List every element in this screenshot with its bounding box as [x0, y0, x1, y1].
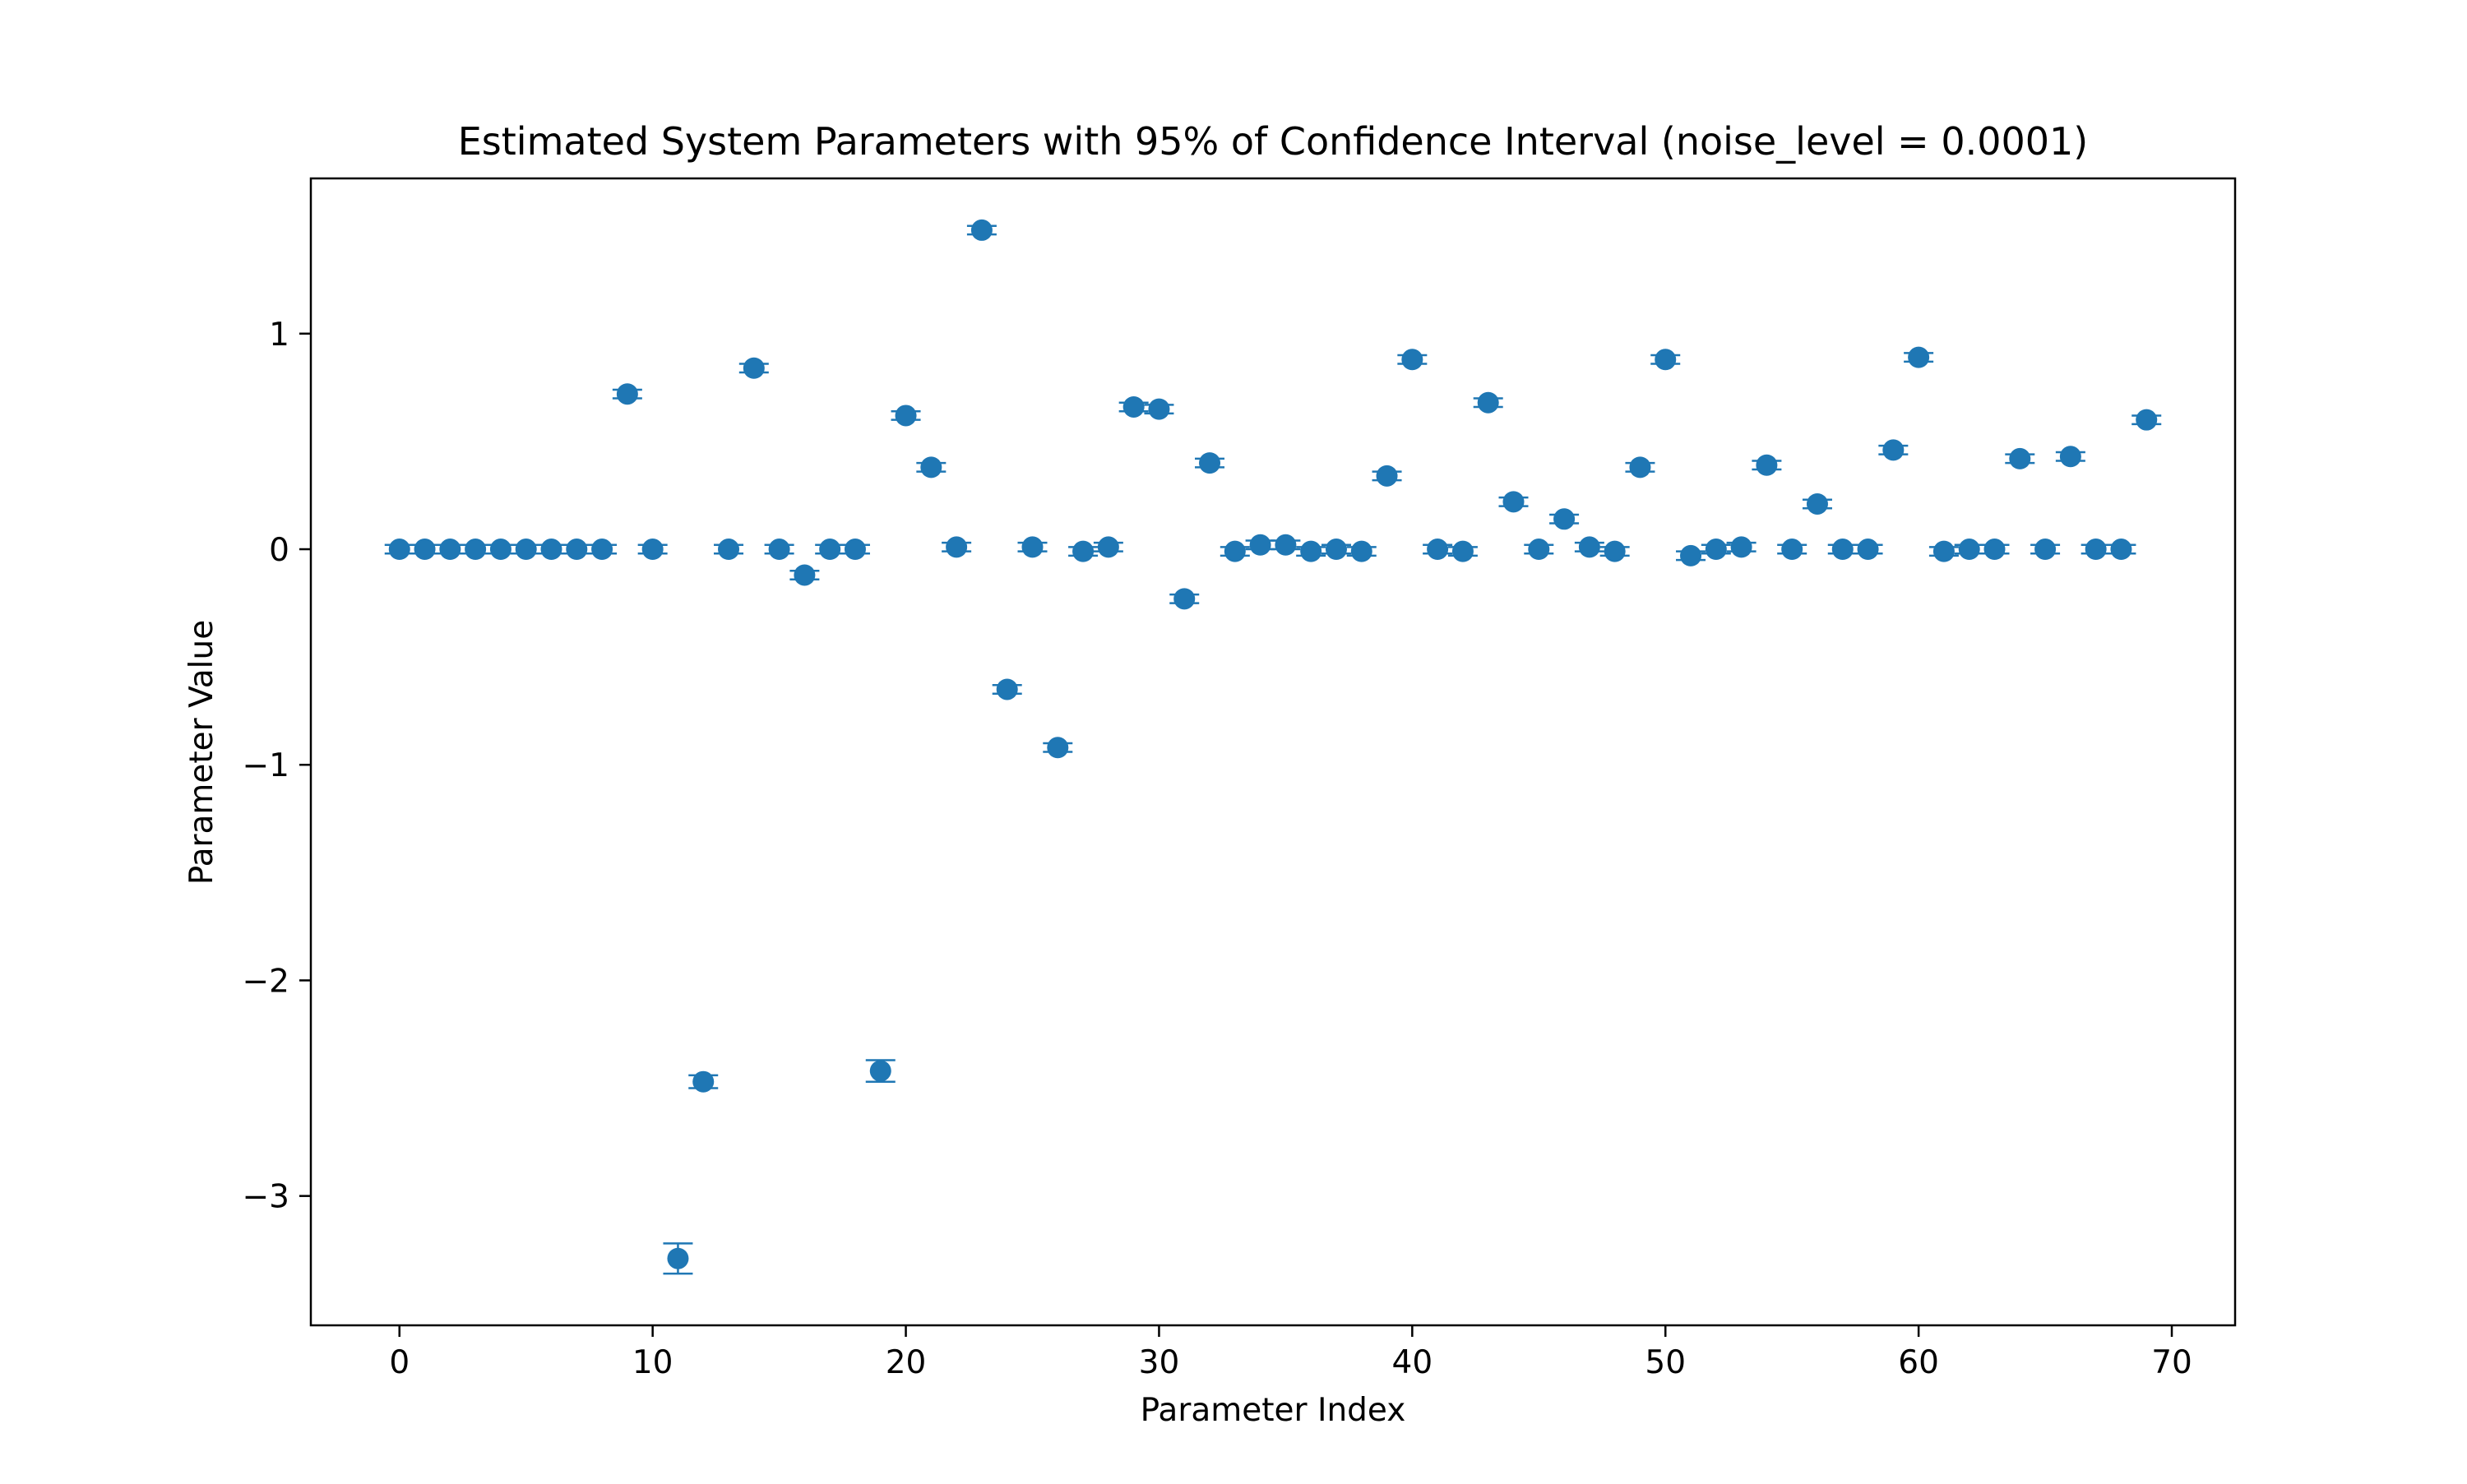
data-point	[540, 539, 562, 561]
data-point	[1831, 539, 1854, 561]
chart-title: Estimated System Parameters with 95% of …	[458, 119, 2089, 164]
data-point	[1199, 452, 1221, 474]
data-point	[667, 1247, 689, 1269]
data-point	[1882, 439, 1905, 461]
data-point	[1781, 539, 1803, 561]
data-point	[1604, 540, 1626, 562]
data-point	[2136, 409, 2158, 431]
data-point	[2034, 539, 2057, 561]
x-tick-label: 70	[2151, 1344, 2192, 1381]
data-point	[1021, 536, 1044, 558]
data-point	[1072, 540, 1095, 562]
data-point	[465, 539, 487, 561]
x-tick-label: 60	[1898, 1344, 1939, 1381]
data-point	[920, 456, 942, 478]
y-axis-label: Parameter Value	[183, 620, 220, 885]
data-point	[2059, 446, 2081, 468]
x-axis-label: Parameter Index	[1141, 1392, 1406, 1429]
data-point	[970, 219, 993, 241]
data-point	[1806, 492, 1828, 515]
data-point	[996, 678, 1018, 700]
data-point	[1730, 536, 1752, 558]
data-point	[1376, 465, 1398, 487]
plot-frame	[309, 177, 2237, 1327]
data-point	[515, 539, 537, 561]
data-point	[895, 405, 917, 427]
data-point	[1097, 536, 1119, 558]
x-tick-label: 40	[1392, 1344, 1433, 1381]
data-point	[439, 539, 461, 561]
data-point	[1553, 508, 1576, 530]
data-point	[1047, 737, 1069, 759]
x-tick-label: 0	[389, 1344, 410, 1381]
data-point	[718, 539, 740, 561]
data-point	[1300, 540, 1322, 562]
x-tick-label: 10	[632, 1344, 673, 1381]
data-point	[1325, 539, 1347, 561]
data-point	[1958, 539, 1980, 561]
data-point	[414, 539, 436, 561]
data-point	[1857, 539, 1879, 561]
x-tick-label: 20	[886, 1344, 927, 1381]
data-point	[1502, 491, 1525, 513]
data-point	[1427, 539, 1449, 561]
data-point	[1350, 540, 1372, 562]
y-tick-label: 1	[269, 317, 289, 354]
data-point	[692, 1070, 715, 1093]
data-point	[616, 383, 638, 405]
data-point	[1451, 540, 1474, 562]
data-point	[1908, 346, 1930, 368]
data-point	[1680, 544, 1702, 566]
data-point	[1477, 391, 1499, 414]
data-point	[1705, 539, 1727, 561]
data-point	[1148, 398, 1170, 420]
data-point	[641, 539, 664, 561]
data-point	[1249, 534, 1271, 556]
data-point	[1655, 349, 1677, 371]
y-tick-label: −3	[243, 1179, 290, 1216]
data-point	[489, 539, 511, 561]
data-point	[819, 539, 841, 561]
data-point	[768, 539, 790, 561]
y-tick-label: −2	[243, 963, 290, 1000]
data-point	[1983, 539, 2006, 561]
data-point	[1275, 534, 1297, 556]
data-point	[591, 539, 613, 561]
data-point	[388, 539, 410, 561]
y-tick-label: 0	[269, 532, 289, 569]
x-tick-label: 30	[1139, 1344, 1180, 1381]
data-point	[2009, 447, 2031, 469]
marks-layer	[384, 219, 2162, 1275]
data-point	[1629, 456, 1651, 478]
data-point	[1578, 536, 1600, 558]
data-point	[1528, 539, 1550, 561]
data-point	[566, 539, 588, 561]
data-point	[1932, 540, 1955, 562]
data-point	[946, 536, 968, 558]
data-point	[2085, 539, 2107, 561]
x-tick-label: 50	[1645, 1344, 1686, 1381]
y-tick-label: −1	[243, 747, 290, 784]
data-point	[1122, 395, 1145, 418]
data-point	[844, 539, 866, 561]
data-point	[1173, 588, 1196, 610]
data-point	[794, 564, 816, 586]
data-point	[1401, 349, 1423, 371]
data-point	[2110, 539, 2132, 561]
data-point	[1756, 454, 1778, 476]
data-point	[869, 1060, 891, 1082]
data-point	[743, 357, 765, 379]
data-point	[1224, 540, 1246, 562]
